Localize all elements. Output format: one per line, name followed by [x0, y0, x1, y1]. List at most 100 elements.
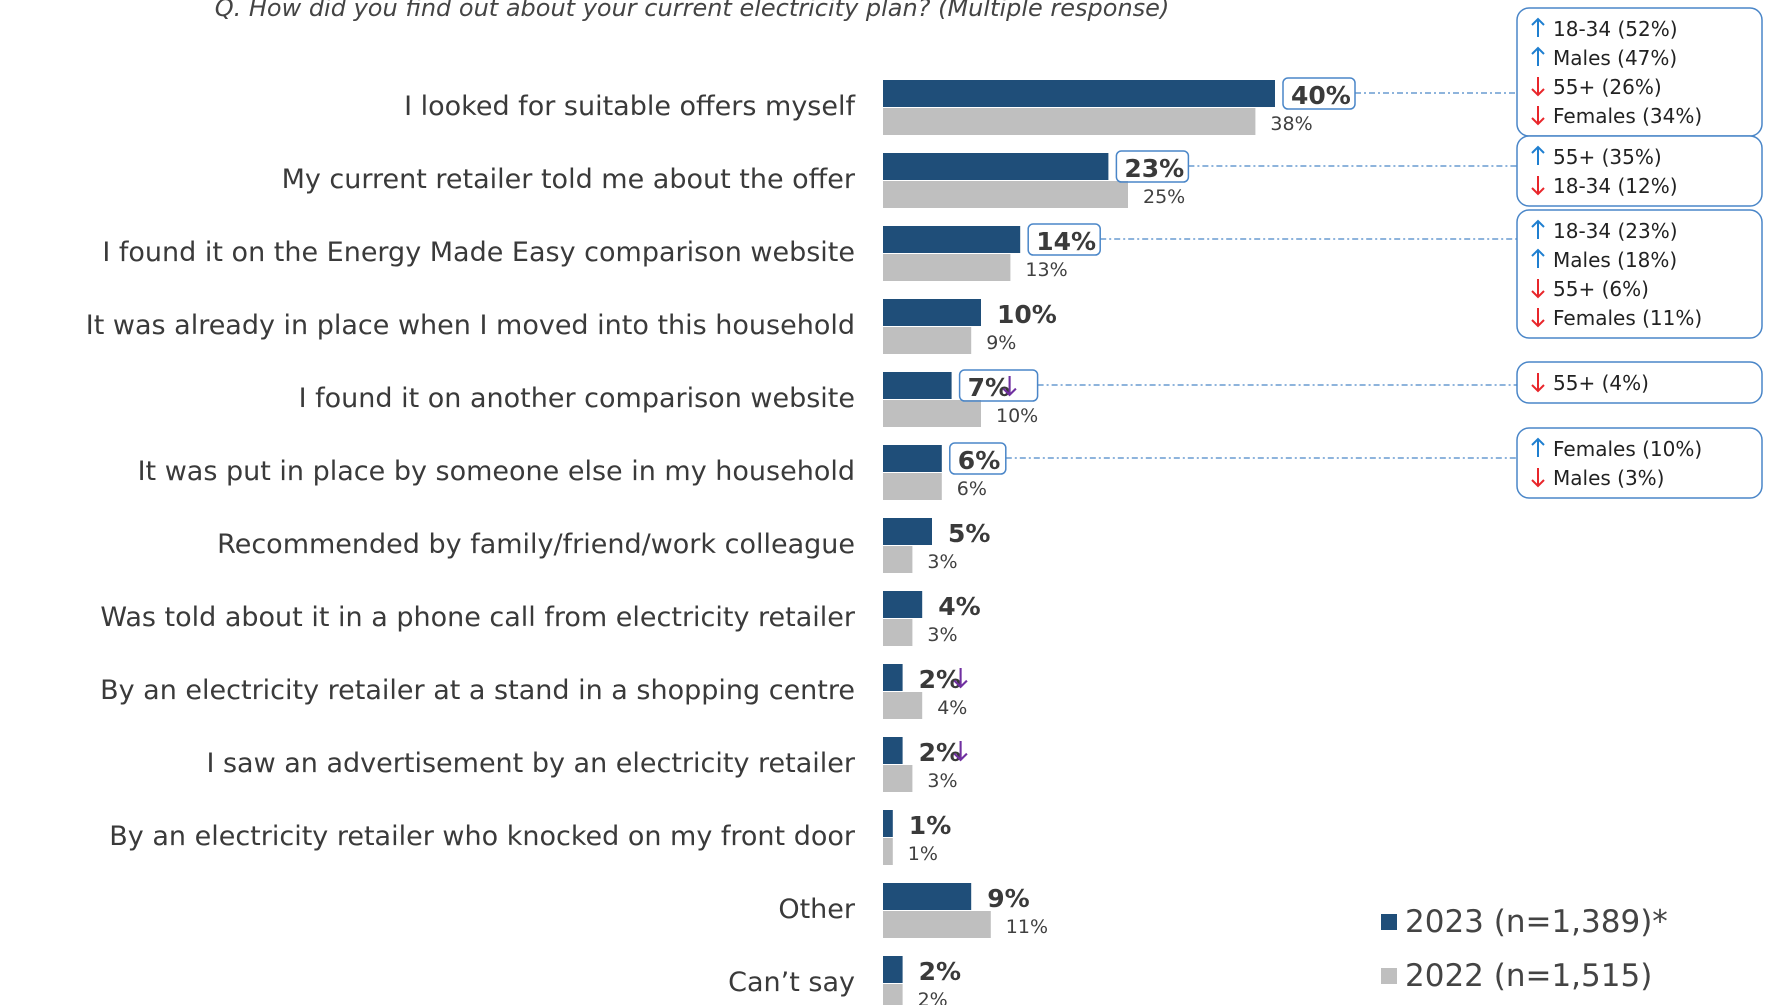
bar-row: Recommended by family/friend/work collea…: [217, 518, 990, 573]
bar-2023: [883, 226, 1021, 253]
legend-swatch-2022: [1381, 968, 1397, 984]
value-label-2022: 3%: [927, 624, 957, 646]
callout-item: 55+ (6%): [1553, 277, 1649, 301]
down-arrow-icon: [1531, 308, 1545, 328]
value-label-2022: 1%: [908, 843, 938, 865]
up-arrow-icon: [1531, 248, 1545, 268]
bar-2023: [883, 372, 952, 399]
callout-item: Females (10%): [1553, 437, 1702, 461]
bar-row: I looked for suitable offers myself 40% 38…: [404, 77, 1356, 135]
callout-box: [1516, 135, 1763, 207]
bar-2023: [883, 445, 942, 472]
down-arrow-icon: [1531, 468, 1545, 488]
category-label: Other: [778, 894, 856, 925]
value-label-2023: 4%: [938, 592, 980, 621]
bar-row: It was already in place when I moved int…: [86, 299, 1057, 354]
down-arrow-icon: [1531, 373, 1545, 393]
bar-2022: [883, 254, 1011, 281]
bar-row: By an electricity retailer at a stand in…: [100, 664, 968, 719]
callout-item: Males (3%): [1553, 466, 1664, 490]
value-label-2022: 3%: [927, 770, 957, 792]
down-arrow-icon: [1531, 106, 1545, 126]
value-label-2022: 6%: [957, 478, 987, 500]
category-label: I found it on another comparison website: [299, 383, 855, 414]
category-label: My current retailer told me about the of…: [282, 164, 856, 195]
sig-down-arrow-icon: [953, 741, 968, 762]
value-label-2023: 1%: [909, 811, 951, 840]
bar-row: My current retailer told me about the of…: [282, 150, 1190, 208]
value-label-2023: 6%: [958, 446, 1000, 475]
bar-row: Other 9% 11%: [778, 883, 1048, 938]
bar-2022: [883, 984, 903, 1005]
callout-item: 55+ (4%): [1553, 371, 1649, 395]
subgroup-callout: 55+ (4%): [1037, 361, 1763, 404]
category-label: It was already in place when I moved int…: [86, 310, 855, 341]
chart-title: Q. How did you find out about your curre…: [215, 0, 1170, 22]
callout-box: [1516, 209, 1763, 339]
up-arrow-icon: [1531, 219, 1545, 239]
category-label: I saw an advertisement by an electricity…: [206, 748, 855, 779]
value-label-2023: 14%: [1036, 227, 1096, 256]
bar-row: Can’t say 2% 2%: [728, 956, 961, 1005]
subgroup-callouts: 18-34 (52%) Males (47%) 55+ (26%) Females (…: [1005, 7, 1763, 499]
subgroup-callout: 18-34 (52%) Males (47%) 55+ (26%) Females (…: [1355, 7, 1763, 137]
bar-2023: [883, 80, 1275, 107]
bar-row: I saw an advertisement by an electricity…: [206, 737, 968, 792]
callout-item: 18-34 (52%): [1553, 17, 1678, 41]
category-label: I found it on the Energy Made Easy compa…: [102, 237, 855, 268]
callout-item: 18-34 (12%): [1553, 174, 1678, 198]
sig-down-arrow-icon: [953, 668, 968, 689]
callout-item: Males (47%): [1553, 46, 1677, 70]
bar-2022: [883, 327, 972, 354]
category-label: By an electricity retailer at a stand in…: [100, 675, 855, 706]
bar-row: I found it on the Energy Made Easy compa…: [102, 223, 1101, 281]
value-label-2023: 23%: [1124, 154, 1184, 183]
callout-item: 55+ (35%): [1553, 145, 1662, 169]
category-label: Was told about it in a phone call from e…: [100, 602, 856, 633]
bar-row: It was put in place by someone else in m…: [138, 442, 1007, 500]
value-label-2022: 4%: [937, 697, 967, 719]
bar-2023: [883, 299, 981, 326]
callout-item: 18-34 (23%): [1553, 219, 1678, 243]
bar-2022: [883, 181, 1128, 208]
category-label: It was put in place by someone else in m…: [138, 456, 855, 487]
up-arrow-icon: [1531, 145, 1545, 165]
category-label: I looked for suitable offers myself: [404, 91, 856, 122]
callout-item: Males (18%): [1553, 248, 1677, 272]
bar-2022: [883, 911, 991, 938]
value-label-2022: 38%: [1270, 113, 1312, 135]
value-label-2023: 40%: [1291, 81, 1351, 110]
subgroup-callout: 18-34 (23%) Males (18%) 55+ (6%) Females (1…: [1100, 209, 1763, 339]
bar-2022: [883, 546, 913, 573]
bar-2022: [883, 619, 913, 646]
value-label-2022: 10%: [996, 405, 1038, 427]
bar-2023: [883, 591, 923, 618]
legend-label-2022: 2022 (n=1,515): [1405, 958, 1652, 994]
bar-rows: I looked for suitable offers myself 40% 38…: [86, 77, 1356, 1005]
legend-label-2023: 2023 (n=1,389)*: [1405, 904, 1668, 940]
category-label: Can’t say: [728, 967, 855, 998]
bar-2022: [883, 765, 913, 792]
bar-row: I found it on another comparison website…: [299, 369, 1039, 427]
down-arrow-icon: [1531, 176, 1545, 196]
bar-2023: [883, 737, 903, 764]
up-arrow-icon: [1531, 46, 1545, 66]
bar-2023: [883, 956, 903, 983]
subgroup-callout: Females (10%) Males (3%): [1005, 427, 1763, 499]
value-label-2023: 9%: [987, 884, 1029, 913]
value-label-2023: 5%: [948, 519, 990, 548]
up-arrow-icon: [1531, 437, 1545, 457]
legend-swatch-2023: [1381, 914, 1397, 930]
value-label-2022: 11%: [1006, 916, 1048, 938]
callout-item: 55+ (26%): [1553, 75, 1662, 99]
value-label-2023: 2%: [919, 957, 961, 986]
bar-row: By an electricity retailer who knocked o…: [109, 810, 951, 865]
callout-item: Females (34%): [1553, 104, 1702, 128]
value-label-2022: 2%: [918, 989, 948, 1005]
callout-item: Females (11%): [1553, 306, 1702, 330]
value-label-2023: 2%: [919, 665, 961, 694]
down-arrow-icon: [1531, 77, 1545, 97]
category-label: By an electricity retailer who knocked o…: [109, 821, 856, 852]
value-label-2022: 3%: [927, 551, 957, 573]
